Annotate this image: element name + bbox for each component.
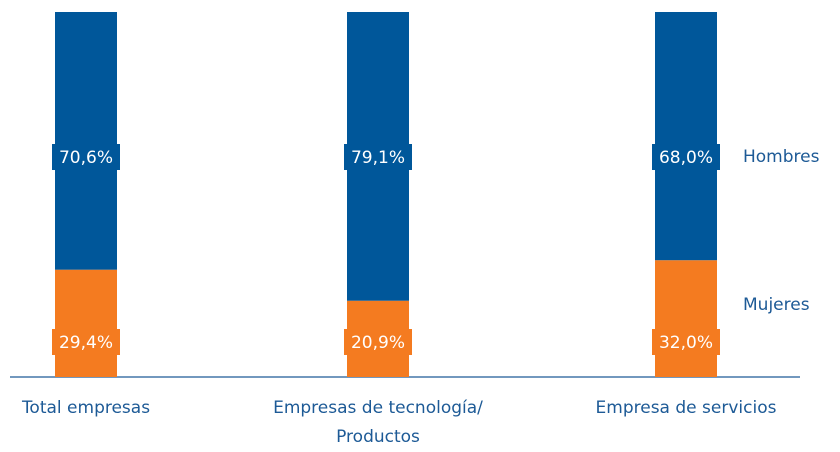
data-label-box — [344, 329, 412, 355]
data-label: 20,9% — [351, 333, 405, 353]
category-label: Empresas de tecnología/ Productos — [273, 398, 483, 447]
bar-segment — [55, 269, 117, 377]
data-label: 68,0% — [659, 148, 713, 168]
data-label-box — [652, 329, 720, 355]
legend-label: Mujeres — [743, 295, 810, 315]
bar-segment — [655, 260, 717, 377]
bar-segment — [655, 12, 717, 261]
category-label: Empresa de servicios — [595, 398, 777, 418]
data-label: 70,6% — [59, 148, 113, 168]
data-label: 32,0% — [659, 333, 713, 353]
data-label-box — [52, 144, 120, 170]
bar-segment — [55, 12, 117, 270]
data-label: 79,1% — [351, 148, 405, 168]
legend-label: Hombres — [743, 147, 820, 167]
data-label-box — [344, 144, 412, 170]
data-label: 29,4% — [59, 333, 113, 353]
category-label: Total empresas — [21, 398, 151, 418]
data-label-box — [652, 144, 720, 170]
data-label-box — [52, 329, 120, 355]
